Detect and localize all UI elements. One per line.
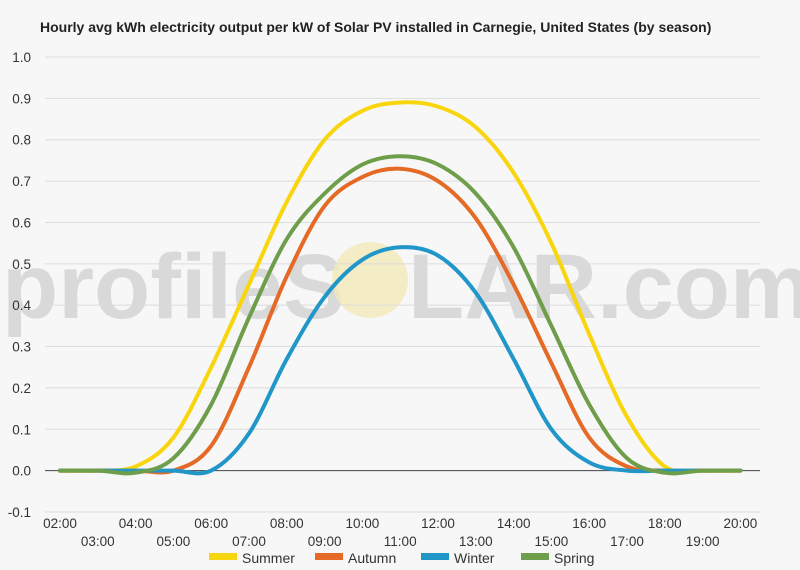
- x-tick-label: 03:00: [81, 534, 115, 549]
- x-tick-label: 13:00: [459, 534, 493, 549]
- legend-label: Spring: [554, 550, 594, 566]
- x-tick-label: 17:00: [610, 534, 644, 549]
- y-tick-label: 0.1: [12, 422, 31, 437]
- y-tick-label: -0.1: [8, 505, 31, 520]
- y-tick-label: 0.7: [12, 174, 31, 189]
- legend-label: Summer: [242, 550, 295, 566]
- chart-title: Hourly avg kWh electricity output per kW…: [40, 19, 712, 35]
- legend-swatch: [209, 553, 237, 560]
- watermark-text-left: profileS: [2, 236, 344, 338]
- legend-swatch: [421, 553, 449, 560]
- y-tick-label: 0.5: [12, 257, 31, 272]
- x-tick-label: 11:00: [384, 534, 417, 549]
- x-tick-label: 09:00: [308, 534, 342, 549]
- x-tick-label: 14:00: [497, 516, 531, 531]
- x-tick-label: 18:00: [648, 516, 682, 531]
- y-tick-label: 0.3: [12, 340, 31, 355]
- legend-swatch: [521, 553, 549, 560]
- series-line-summer: [58, 100, 743, 474]
- y-tick-label: 0.9: [12, 91, 31, 106]
- x-tick-label: 06:00: [194, 516, 228, 531]
- y-tick-label: 0.2: [12, 381, 31, 396]
- x-tick-label: 20:00: [724, 516, 758, 531]
- x-tick-label: 12:00: [421, 516, 455, 531]
- y-tick-label: 1.0: [12, 50, 31, 65]
- x-tick-label: 16:00: [572, 516, 606, 531]
- x-tick-label: 07:00: [232, 534, 266, 549]
- x-tick-label: 19:00: [686, 534, 720, 549]
- y-tick-label: 0.0: [12, 464, 31, 479]
- watermark-text-right: LAR.com: [408, 236, 800, 338]
- x-tick-label: 02:00: [43, 516, 77, 531]
- series-lines: [58, 100, 743, 476]
- legend-swatch: [315, 553, 343, 560]
- y-tick-label: 0.8: [12, 133, 31, 148]
- y-axis-ticks: -0.1 0.0 0.1 0.2 0.3 0.4 0.5 0.6 0.7 0.8 0.9 1.0: [8, 50, 32, 520]
- legend-item-summer: Summer: [209, 550, 295, 566]
- legend-item-spring: Spring: [521, 550, 594, 566]
- legend: Summer Autumn Winter Spring: [209, 550, 594, 566]
- series-line-spring: [58, 154, 743, 476]
- x-tick-label: 04:00: [119, 516, 153, 531]
- watermark-sun-icon: [332, 242, 408, 318]
- x-tick-label: 05:00: [157, 534, 191, 549]
- x-tick-label: 10:00: [346, 516, 380, 531]
- y-tick-label: 0.6: [12, 215, 31, 230]
- x-tick-label: 08:00: [270, 516, 304, 531]
- legend-item-winter: Winter: [421, 550, 495, 566]
- legend-label: Autumn: [348, 550, 396, 566]
- watermark: profileS LAR.com: [2, 236, 800, 338]
- legend-label: Winter: [454, 550, 495, 566]
- x-tick-label: 15:00: [535, 534, 569, 549]
- y-tick-label: 0.4: [12, 298, 31, 313]
- series-line-winter: [58, 245, 743, 476]
- legend-item-autumn: Autumn: [315, 550, 396, 566]
